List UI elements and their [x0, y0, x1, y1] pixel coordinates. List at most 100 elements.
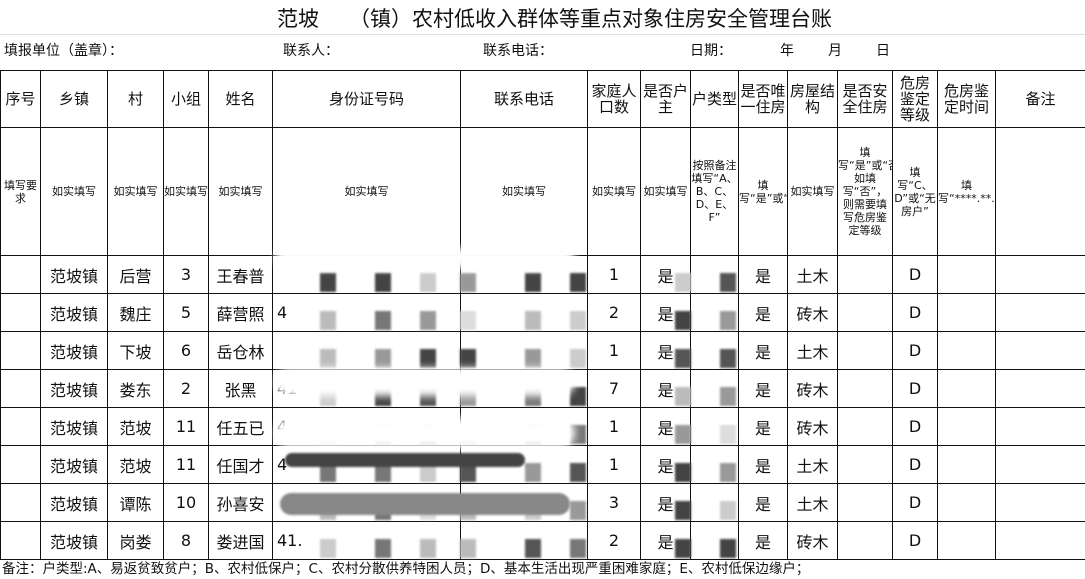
cell-empty[interactable] — [937, 483, 996, 522]
cell-empty[interactable] — [837, 407, 893, 446]
cell-grade[interactable]: D — [892, 407, 938, 446]
cell-people[interactable]: 7 — [587, 369, 641, 408]
cell-group[interactable]: 2 — [163, 369, 209, 408]
cell-structure[interactable]: 砖木 — [787, 521, 838, 560]
cell-only[interactable]: 是 — [738, 369, 788, 408]
cell-empty[interactable] — [995, 255, 1085, 294]
cell-grade[interactable]: D — [892, 521, 938, 560]
cell-empty[interactable] — [995, 293, 1085, 332]
cell-empty[interactable] — [837, 445, 893, 484]
cell-empty[interactable] — [837, 293, 893, 332]
cell-empty[interactable] — [0, 331, 41, 370]
cell-grade[interactable]: D — [892, 293, 938, 332]
cell-empty[interactable] — [995, 369, 1085, 408]
instruction-cell[interactable]: 如实填写 — [640, 127, 691, 256]
column-header[interactable]: 姓名 — [208, 70, 273, 128]
cell-structure[interactable]: 砖木 — [787, 369, 838, 408]
cell-name[interactable]: 王春普 — [208, 255, 273, 294]
instruction-cell[interactable]: 如实填写 — [460, 127, 588, 256]
cell-empty[interactable] — [460, 521, 588, 560]
column-header[interactable]: 乡镇 — [40, 70, 108, 128]
cell-village[interactable]: 范坡 — [107, 445, 164, 484]
column-header[interactable]: 是否安全住房 — [837, 70, 893, 128]
column-header[interactable]: 身份证号码 — [272, 70, 461, 128]
cell-structure[interactable]: 砖木 — [787, 407, 838, 446]
cell-people[interactable]: 2 — [587, 293, 641, 332]
cell-empty[interactable] — [0, 521, 41, 560]
cell-only[interactable]: 是 — [738, 521, 788, 560]
cell-structure[interactable]: 土木 — [787, 331, 838, 370]
cell-empty[interactable] — [995, 407, 1085, 446]
cell-empty[interactable] — [837, 483, 893, 522]
cell-town[interactable]: 范坡镇 — [40, 483, 108, 522]
cell-people[interactable]: 1 — [587, 331, 641, 370]
cell-empty[interactable] — [995, 331, 1085, 370]
instruction-cell[interactable]: 如实填写 — [787, 127, 838, 256]
column-header[interactable]: 是否唯一住房 — [738, 70, 788, 128]
cell-empty[interactable] — [0, 293, 41, 332]
cell-empty[interactable] — [937, 445, 996, 484]
column-header[interactable]: 是否户主 — [640, 70, 691, 128]
instruction-cell[interactable]: 如实填写 — [272, 127, 461, 256]
cell-grade[interactable]: D — [892, 255, 938, 294]
cell-people[interactable]: 1 — [587, 445, 641, 484]
instruction-cell[interactable]: 如实填写 — [163, 127, 209, 256]
column-header[interactable]: 家庭人口数 — [587, 70, 641, 128]
cell-only[interactable]: 是 — [738, 407, 788, 446]
cell-group[interactable]: 5 — [163, 293, 209, 332]
instruction-cell[interactable]: 按照备注填写“A、B、C、D、E、F” — [690, 127, 739, 256]
cell-structure[interactable]: 土木 — [787, 445, 838, 484]
instruction-cell[interactable] — [995, 127, 1085, 256]
cell-only[interactable]: 是 — [738, 255, 788, 294]
cell-structure[interactable]: 土木 — [787, 483, 838, 522]
cell-empty[interactable] — [937, 293, 996, 332]
cell-group[interactable]: 11 — [163, 445, 209, 484]
cell-empty[interactable] — [937, 369, 996, 408]
cell-people[interactable]: 2 — [587, 521, 641, 560]
column-header[interactable]: 小组 — [163, 70, 209, 128]
column-header[interactable]: 房屋结构 — [787, 70, 838, 128]
cell-only[interactable]: 是 — [738, 331, 788, 370]
cell-town[interactable]: 范坡镇 — [40, 331, 108, 370]
cell-grade[interactable]: D — [892, 483, 938, 522]
cell-town[interactable]: 范坡镇 — [40, 521, 108, 560]
cell-only[interactable]: 是 — [738, 293, 788, 332]
cell-empty[interactable] — [937, 521, 996, 560]
cell-name[interactable]: 张黑 — [208, 369, 273, 408]
cell-name[interactable]: 任国才 — [208, 445, 273, 484]
cell-village[interactable]: 岗娄 — [107, 521, 164, 560]
cell-people[interactable]: 3 — [587, 483, 641, 522]
cell-empty[interactable] — [837, 521, 893, 560]
column-header[interactable]: 联系电话 — [460, 70, 588, 128]
cell-only[interactable]: 是 — [738, 483, 788, 522]
cell-village[interactable]: 娄东 — [107, 369, 164, 408]
column-header[interactable]: 备注 — [995, 70, 1085, 128]
cell-people[interactable]: 1 — [587, 255, 641, 294]
cell-empty[interactable] — [837, 255, 893, 294]
cell-name[interactable]: 薛营照 — [208, 293, 273, 332]
cell-name[interactable]: 岳仓林 — [208, 331, 273, 370]
cell-empty[interactable] — [837, 369, 893, 408]
instruction-cell[interactable]: 如实填写 — [107, 127, 164, 256]
cell-name[interactable]: 任五已 — [208, 407, 273, 446]
cell-village[interactable]: 范坡 — [107, 407, 164, 446]
cell-village[interactable]: 魏庄 — [107, 293, 164, 332]
cell-name[interactable]: 孙喜安 — [208, 483, 273, 522]
cell-town[interactable]: 范坡镇 — [40, 445, 108, 484]
cell-empty[interactable] — [0, 369, 41, 408]
cell-village[interactable]: 下坡 — [107, 331, 164, 370]
cell-structure[interactable]: 土木 — [787, 255, 838, 294]
cell-town[interactable]: 范坡镇 — [40, 293, 108, 332]
cell-empty[interactable] — [995, 445, 1085, 484]
instruction-cell[interactable]: 填写“****.**.**” — [937, 127, 996, 256]
cell-group[interactable]: 8 — [163, 521, 209, 560]
cell-empty[interactable] — [937, 255, 996, 294]
cell-town[interactable]: 范坡镇 — [40, 255, 108, 294]
cell-empty[interactable] — [0, 255, 41, 294]
instruction-cell[interactable]: 填写“是”或“否” — [738, 127, 788, 256]
cell-empty[interactable] — [937, 407, 996, 446]
cell-grade[interactable]: D — [892, 445, 938, 484]
column-header[interactable]: 户类型 — [690, 70, 739, 128]
cell-town[interactable]: 范坡镇 — [40, 407, 108, 446]
cell-village[interactable]: 后营 — [107, 255, 164, 294]
